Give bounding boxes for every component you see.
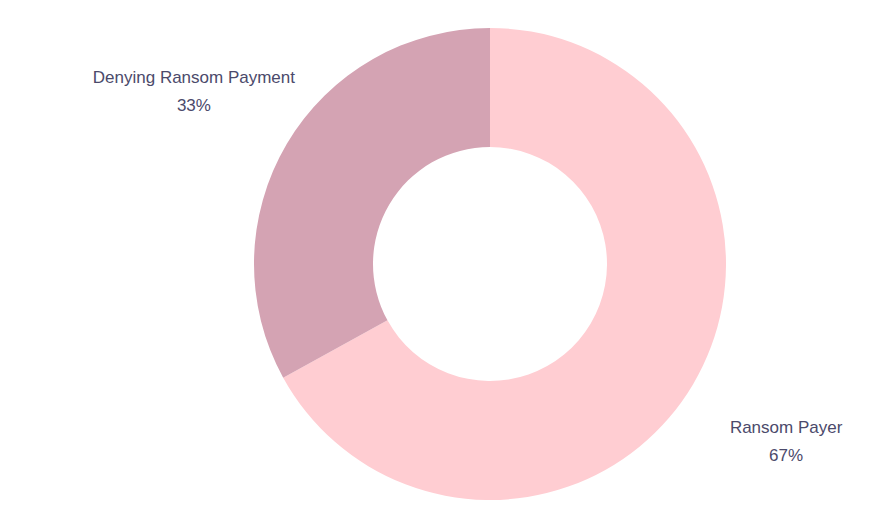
svg-text:Denying Ransom Payment33%: Denying Ransom Payment33% bbox=[93, 68, 295, 115]
svg-text:Ransom Payer67%: Ransom Payer67% bbox=[730, 418, 843, 465]
